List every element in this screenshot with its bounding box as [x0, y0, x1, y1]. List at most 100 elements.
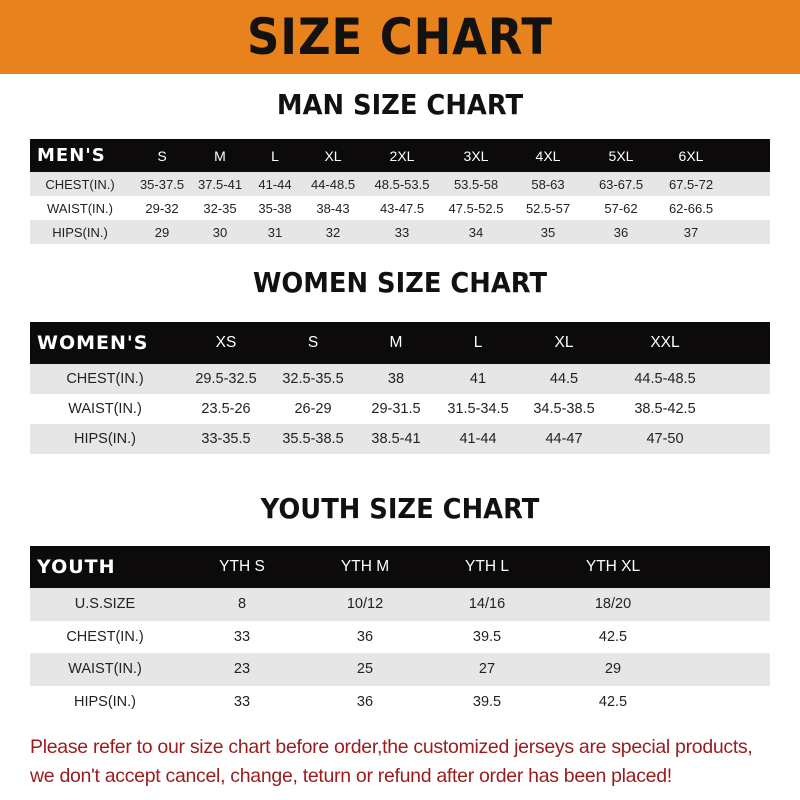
measurement-value: 44-47 — [518, 424, 610, 454]
measurement-value: 32.5-35.5 — [272, 364, 354, 394]
measurement-value: 8 — [180, 588, 304, 621]
table-row: WAIST(IN.) 23.5-26 26-29 29-31.5 31.5-34.5 34… — [30, 394, 770, 424]
measurement-value: 44-48.5 — [304, 172, 362, 196]
size-header: 2XL — [362, 139, 442, 172]
measurement-value: 44.5 — [518, 364, 610, 394]
measurement-label: CHEST(IN.) — [66, 628, 144, 645]
measurement-value: 47.5-52.5 — [448, 200, 504, 216]
measurement-label: HIPS(IN.) — [73, 693, 137, 710]
notice-line-2: we don't accept cancel, change, teturn o… — [30, 765, 672, 787]
table-row: HIPS(IN.) 33 36 39.5 42.5 — [30, 686, 770, 719]
row-filler — [726, 220, 770, 244]
measurement-label: WAIST(IN.) — [47, 200, 113, 216]
measurement-value: 31.5-34.5 — [447, 401, 509, 417]
measurement-label: WAIST(IN.) — [30, 653, 180, 686]
row-filler — [678, 621, 770, 654]
youth-size-table: YOUTH YTH S YTH M YTH L YTH XL U.S.SIZE 8 10/12… — [30, 546, 770, 718]
measurement-value: 33 — [362, 220, 442, 244]
measurement-value: 39.5 — [472, 628, 502, 645]
measurement-value: 23.5-26 — [201, 401, 251, 417]
measurement-value: 48.5-53.5 — [362, 172, 442, 196]
youth-table-label: YOUTH — [30, 546, 180, 588]
size-header: YTH S — [180, 546, 304, 588]
measurement-value: 52.5-57 — [525, 200, 571, 216]
row-filler — [720, 424, 770, 454]
size-header: YTH XL — [548, 546, 678, 588]
men-size-table: MEN'S S M L XL 2XL 3XL 4XL 5XL 6XL CHEST(IN.) 35-37… — [30, 139, 770, 244]
measurement-value: 37.5-41 — [194, 172, 246, 196]
measurement-value: 33-35.5 — [180, 424, 272, 454]
measurement-value: 29-32 — [145, 200, 179, 216]
measurement-label: U.S.SIZE — [30, 588, 180, 621]
men-table-label: MEN'S — [30, 139, 130, 172]
women-header-row: WOMEN'S XS S M L XL XXL — [30, 322, 770, 364]
measurement-value: 25 — [304, 653, 426, 686]
row-filler — [726, 196, 770, 220]
measurement-label: CHEST(IN.) — [30, 172, 130, 196]
measurement-value: 35 — [510, 220, 586, 244]
measurement-value: 41 — [438, 364, 518, 394]
measurement-label: HIPS(IN.) — [30, 424, 180, 454]
order-notice: Please refer to our size chart before or… — [30, 733, 790, 791]
table-row: CHEST(IN.) 35-37.5 37.5-41 41-44 44-48.5 48.5… — [30, 172, 770, 196]
measurement-value: 63-67.5 — [586, 172, 656, 196]
measurement-value: 33 — [233, 628, 251, 645]
measurement-value: 57-62 — [604, 200, 638, 216]
size-header: M — [194, 139, 246, 172]
measurement-value: 44.5-48.5 — [610, 364, 720, 394]
measurement-value: 26-29 — [294, 401, 332, 417]
men-title: MAN SIZE CHART — [276, 88, 524, 121]
measurement-value: 14/16 — [426, 588, 548, 621]
measurement-value: 42.5 — [598, 693, 628, 710]
women-size-table: WOMEN'S XS S M L XL XXL CHEST(IN.) 29.5-32.5 32.5… — [30, 322, 770, 454]
measurement-value: 41-44 — [438, 424, 518, 454]
measurement-value: 34 — [442, 220, 510, 244]
youth-title: YOUTH SIZE CHART — [260, 492, 540, 525]
header-filler — [726, 139, 770, 172]
row-filler — [678, 653, 770, 686]
table-row: CHEST(IN.) 29.5-32.5 32.5-35.5 38 41 44.5 44.5… — [30, 364, 770, 394]
size-header: YTH M — [304, 546, 426, 588]
size-header: XL — [518, 322, 610, 364]
men-header-row: MEN'S S M L XL 2XL 3XL 4XL 5XL 6XL — [30, 139, 770, 172]
measurement-value: 38 — [354, 364, 438, 394]
row-filler — [720, 394, 770, 424]
measurement-value: 35.5-38.5 — [272, 424, 354, 454]
measurement-label: WAIST(IN.) — [68, 401, 142, 417]
measurement-value: 35-37.5 — [130, 172, 194, 196]
measurement-value: 38.5-41 — [354, 424, 438, 454]
size-header: XS — [180, 322, 272, 364]
measurement-value: 34.5-38.5 — [533, 401, 595, 417]
size-header: S — [130, 139, 194, 172]
measurement-value: 33 — [233, 693, 251, 710]
table-row: HIPS(IN.) 29 30 31 32 33 34 35 36 37 — [30, 220, 770, 244]
measurement-value: 43-47.5 — [379, 200, 425, 216]
row-filler — [720, 364, 770, 394]
banner-title: SIZE CHART — [246, 8, 554, 66]
women-table-label: WOMEN'S — [30, 322, 180, 364]
measurement-value: 29.5-32.5 — [180, 364, 272, 394]
measurement-value: 39.5 — [472, 693, 502, 710]
measurement-value: 36 — [356, 693, 374, 710]
size-header: YTH L — [426, 546, 548, 588]
row-filler — [726, 172, 770, 196]
measurement-value: 35-38 — [258, 200, 292, 216]
table-row: HIPS(IN.) 33-35.5 35.5-38.5 38.5-41 41-44 44-… — [30, 424, 770, 454]
measurement-value: 47-50 — [610, 424, 720, 454]
measurement-value: 29-31.5 — [371, 401, 421, 417]
size-header: L — [438, 322, 518, 364]
size-header: S — [272, 322, 354, 364]
measurement-value: 62-66.5 — [668, 200, 714, 216]
notice-line-1: Please refer to our size chart before or… — [30, 736, 753, 758]
header-filler — [678, 546, 770, 588]
measurement-value: 18/20 — [548, 588, 678, 621]
measurement-value: 41-44 — [246, 172, 304, 196]
measurement-value: 10/12 — [304, 588, 426, 621]
measurement-value: 38.5-42.5 — [634, 401, 696, 417]
table-row: WAIST(IN.) 23 25 27 29 — [30, 653, 770, 686]
banner: SIZE CHART — [0, 0, 800, 74]
table-row: U.S.SIZE 8 10/12 14/16 18/20 — [30, 588, 770, 621]
measurement-value: 58-63 — [510, 172, 586, 196]
size-header: 3XL — [442, 139, 510, 172]
header-filler — [720, 322, 770, 364]
